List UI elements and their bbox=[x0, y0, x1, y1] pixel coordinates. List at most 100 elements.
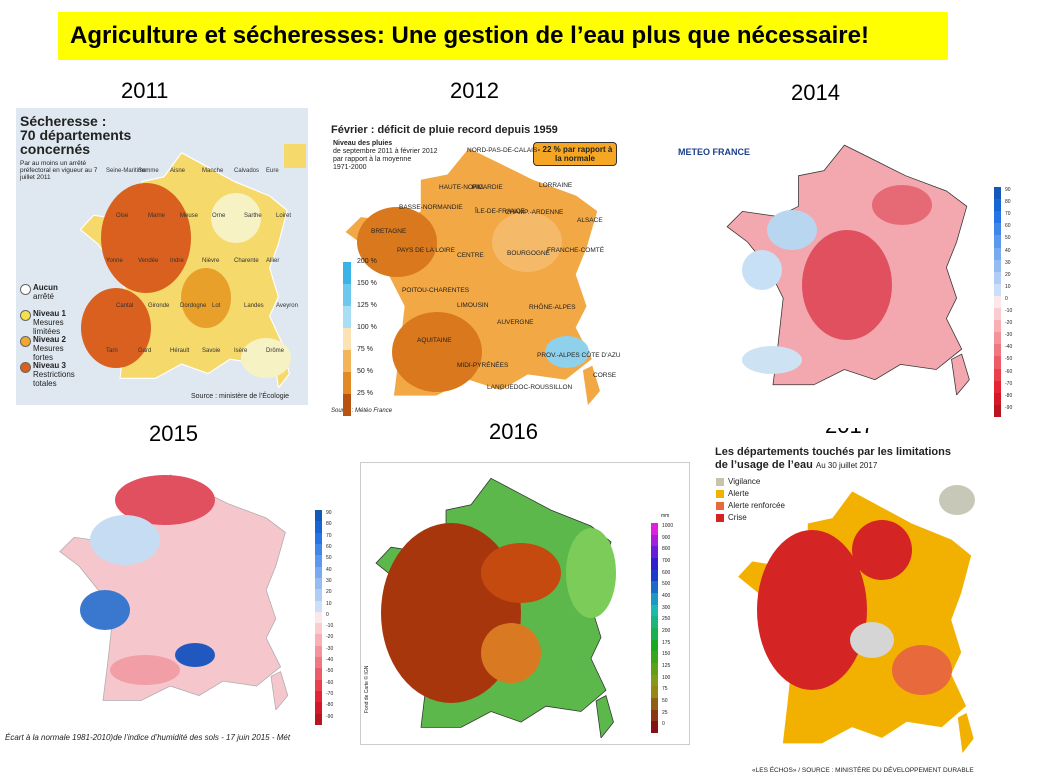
legend-swatch bbox=[716, 478, 724, 486]
colorbar-cell bbox=[315, 555, 322, 568]
colorbar-cell bbox=[994, 332, 1001, 345]
department-label: Vendée bbox=[138, 258, 159, 264]
slide-title: Agriculture et sécheresses: Une gestion … bbox=[58, 12, 948, 60]
colorbar-cell bbox=[994, 211, 1001, 224]
map bbox=[79, 144, 306, 388]
colorbar-cell bbox=[994, 320, 1001, 333]
legend-level: Niveau 1 bbox=[33, 309, 66, 318]
department-label: Aisne bbox=[170, 168, 186, 174]
colorbar-cell bbox=[315, 634, 322, 647]
region-label: BRETAGNE bbox=[371, 228, 407, 235]
department-label: Loiret bbox=[276, 213, 292, 219]
department-label: Marne bbox=[148, 213, 166, 219]
region-label: POITOU-CHARENTES bbox=[402, 287, 470, 294]
legend-label: Alerte bbox=[728, 489, 749, 498]
map-subtitle: 1971-2000 bbox=[333, 164, 367, 171]
colorbar-label: 700 bbox=[662, 558, 671, 564]
colorbar-cell bbox=[315, 543, 322, 556]
legend-swatch bbox=[343, 306, 351, 328]
callout: - 22 % par rapport à la normale bbox=[533, 142, 617, 166]
colorbar-cell bbox=[315, 589, 322, 602]
colorbar-label: -30 bbox=[326, 645, 334, 652]
region-label: ALSACE bbox=[577, 217, 603, 224]
legend-label: 125 % bbox=[357, 302, 377, 309]
colorbar-label: 30 bbox=[326, 577, 332, 584]
legend-swatch bbox=[716, 514, 724, 522]
map-panel: Sécheresse : 70 départements concernés P… bbox=[16, 108, 308, 405]
colorbar-cell bbox=[315, 521, 322, 534]
region-label: LANGUEDOC-ROUSSILLON bbox=[487, 384, 573, 391]
colorbar-cell bbox=[994, 235, 1001, 248]
department-label: Tarn bbox=[106, 348, 118, 354]
legend-swatch bbox=[716, 490, 724, 498]
year: 2015 bbox=[149, 421, 198, 446]
colorbar-cell bbox=[315, 600, 322, 613]
region-label: LORRAINE bbox=[539, 182, 573, 189]
colorbar-label: -70 bbox=[326, 691, 334, 698]
region-label: AQUITAINE bbox=[417, 337, 452, 344]
legend-label: Alerte renforcée bbox=[728, 501, 785, 510]
map bbox=[374, 476, 616, 738]
colorbar-cell bbox=[315, 702, 322, 715]
colorbar-label: 0 bbox=[662, 721, 665, 728]
colorbar-label: 20 bbox=[326, 589, 332, 596]
colorbar-label: 200 bbox=[662, 628, 671, 634]
map bbox=[58, 473, 289, 710]
colorbar-cell bbox=[994, 223, 1001, 236]
colorbar-label: 70 bbox=[1005, 211, 1011, 218]
colorbar-label: 20 bbox=[1005, 271, 1011, 278]
colorbar-label: 90 bbox=[326, 510, 332, 516]
colorbar-cell bbox=[651, 651, 658, 664]
legend-label: 100 % bbox=[357, 324, 377, 331]
colorbar-cell bbox=[315, 657, 322, 669]
year: 2012 bbox=[450, 78, 499, 103]
legend-swatch bbox=[343, 372, 351, 394]
department-label: Sarthe bbox=[244, 213, 262, 219]
map-title: Février : déficit de pluie record depuis… bbox=[331, 124, 558, 136]
map-subtitle: Niveau des pluies bbox=[333, 140, 393, 147]
legend-desc: Mesures fortes bbox=[33, 344, 64, 362]
colorbar-label: -20 bbox=[326, 634, 334, 641]
year: 2016 bbox=[489, 419, 538, 444]
colorbar-cell bbox=[994, 283, 1001, 297]
region-label: PROV.-ALPES CÔTE D’AZUR bbox=[537, 352, 620, 359]
map bbox=[725, 143, 971, 395]
colorbar-label: 75 bbox=[662, 686, 668, 693]
department-label: Eure bbox=[266, 168, 279, 174]
colorbar-cell bbox=[994, 259, 1001, 273]
map-panel: Février : déficit de pluie record depuis… bbox=[327, 122, 620, 418]
colorbar-cell bbox=[651, 686, 658, 699]
map-panel: METEO FRANCE 90 80 70 60 50 40 30 20 10 0 -10 -20 -3… bbox=[672, 135, 1030, 428]
legend-label: 75 % bbox=[357, 346, 373, 353]
colorbar-cell bbox=[651, 593, 658, 606]
colorbar-label: 800 bbox=[662, 546, 671, 553]
colorbar-label: 50 bbox=[326, 555, 332, 562]
colorbar-label: 400 bbox=[662, 593, 671, 599]
legend-swatch bbox=[343, 284, 351, 306]
region-label: FRANCHE-COMTÉ bbox=[547, 247, 605, 254]
map-subtitle: Par au moins un arrêté préfectoral en vi… bbox=[20, 160, 98, 181]
colorbar-cell bbox=[994, 344, 1001, 357]
colorbar-cell bbox=[651, 581, 658, 594]
colorbar-cell bbox=[651, 709, 658, 722]
colorbar-label: -40 bbox=[1005, 344, 1013, 351]
region-label: LIMOUSIN bbox=[457, 302, 489, 309]
colorbar-label: -10 bbox=[1005, 308, 1013, 315]
department-label: Dordogne bbox=[180, 303, 207, 309]
colorbar-cell bbox=[651, 616, 658, 629]
colorbar-cell bbox=[315, 611, 322, 624]
legend-desc: Restrictions totales bbox=[33, 370, 75, 388]
source: Source : ministère de l’Écologie bbox=[191, 393, 290, 400]
colorbar-cell bbox=[315, 679, 322, 692]
legend-swatch bbox=[20, 362, 31, 373]
source: «LES ÉCHOS» / SOURCE : MINISTÈRE DU DÉVE… bbox=[752, 767, 974, 774]
colorbar-cell bbox=[651, 663, 658, 676]
department-label: Oise bbox=[116, 213, 129, 219]
colorbar-label: -80 bbox=[326, 702, 334, 709]
colorbar-cell bbox=[994, 380, 1001, 394]
colorbar-label: 600 bbox=[662, 569, 671, 576]
colorbar-label: 500 bbox=[662, 581, 671, 588]
colorbar-cell bbox=[994, 271, 1001, 285]
colorbar-cell bbox=[651, 628, 658, 641]
